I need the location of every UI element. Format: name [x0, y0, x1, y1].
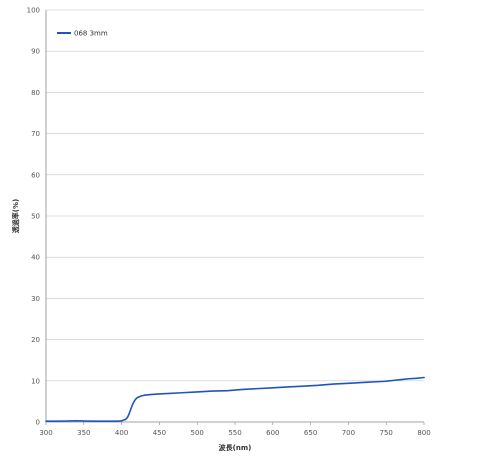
- y-tick-label: 30: [31, 295, 40, 303]
- x-tick-label: 650: [304, 429, 317, 437]
- y-tick-label: 40: [31, 254, 40, 262]
- axes: [45, 10, 425, 425]
- x-tick-label: 300: [39, 429, 52, 437]
- y-tick-label: 20: [31, 336, 40, 344]
- x-tick-label: 500: [191, 429, 204, 437]
- tick-labels: 0 10 20 30 40 50 60 70 80 90 100 300 350 400 450 500 550…: [27, 7, 431, 438]
- x-tick-label: 550: [228, 429, 241, 437]
- series-lines: [45, 376, 425, 422]
- legend: 068 3mm: [57, 30, 108, 38]
- y-tick-label: 0: [36, 419, 40, 427]
- x-tick-label: 450: [153, 429, 166, 437]
- y-axis-title: 透過率(%): [11, 199, 20, 233]
- x-tick-label: 750: [380, 429, 393, 437]
- y-tick-label: 80: [31, 89, 40, 97]
- y-tick-label: 70: [31, 130, 40, 138]
- y-tick-label: 90: [31, 48, 40, 56]
- x-tick-label: 800: [417, 429, 430, 437]
- x-tick-label: 400: [115, 429, 128, 437]
- series-line-0: [45, 376, 425, 422]
- y-tick-label: 50: [31, 213, 40, 221]
- legend-label: 068 3mm: [74, 30, 108, 38]
- x-tick-label: 350: [77, 429, 90, 437]
- y-tick-label: 60: [31, 171, 40, 179]
- grid: [46, 9, 424, 382]
- x-axis-title: 波長(nm): [219, 443, 252, 452]
- x-tick-label: 600: [266, 429, 279, 437]
- y-tick-label: 10: [31, 377, 40, 385]
- x-tick-label: 700: [342, 429, 355, 437]
- y-tick-label: 100: [27, 7, 40, 15]
